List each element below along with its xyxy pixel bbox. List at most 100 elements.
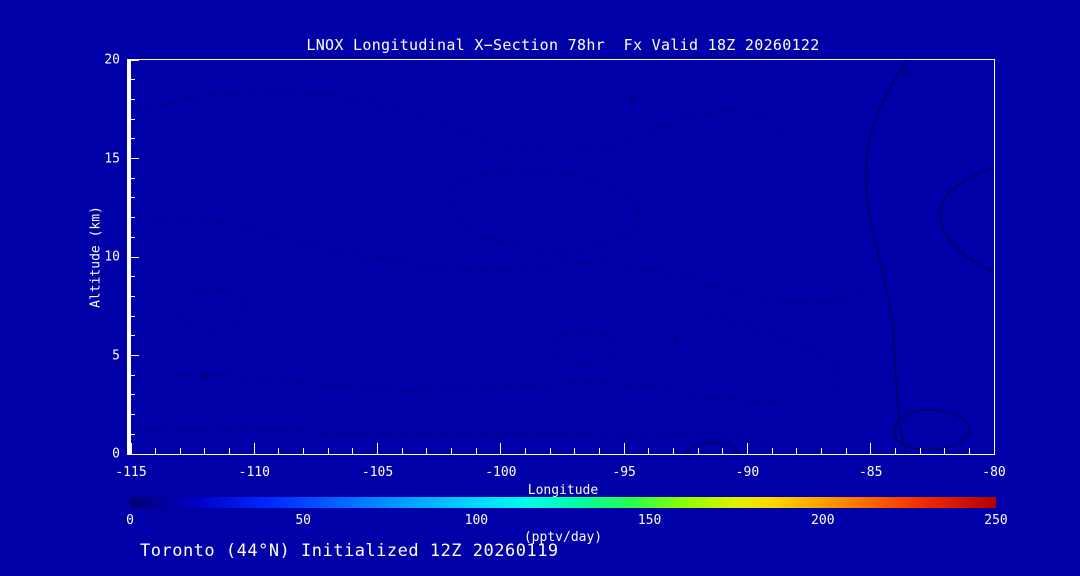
contour-path	[690, 309, 841, 391]
colorbar-tick-label: 0	[126, 513, 134, 528]
y-minor-tick-mark	[127, 98, 135, 100]
x-minor-tick-mark	[229, 448, 231, 455]
x-tick-label: -105	[361, 465, 394, 480]
x-minor-tick-mark	[968, 448, 970, 455]
y-tick-mark	[127, 355, 139, 356]
x-minor-tick-mark	[697, 448, 699, 455]
y-minor-tick-mark	[127, 236, 135, 238]
y-minor-tick-mark	[127, 217, 135, 219]
colorbar-tick-label: 250	[984, 513, 1008, 528]
x-minor-tick-mark	[894, 448, 896, 455]
y-minor-tick-mark	[127, 315, 135, 317]
x-minor-tick-mark	[549, 448, 551, 455]
x-minor-tick-mark	[845, 448, 847, 455]
colorbar-tick-label: 200	[811, 513, 835, 528]
x-tick-mark	[253, 443, 255, 455]
y-tick-mark	[127, 256, 139, 258]
y-tick-mark	[127, 59, 139, 61]
x-tick-label: -85	[858, 465, 883, 480]
x-tick-label: -115	[115, 465, 147, 480]
x-minor-tick-mark	[278, 448, 280, 455]
colorbar-tick-label: 50	[295, 513, 312, 528]
y-minor-tick-mark	[127, 138, 135, 140]
y-tick-mark	[127, 453, 139, 455]
contour-path	[893, 409, 971, 451]
x-tick-label: -90	[735, 465, 760, 480]
x-minor-tick-mark	[820, 448, 822, 455]
x-minor-tick-mark	[796, 448, 798, 455]
y-minor-tick-mark	[127, 374, 135, 376]
y-minor-tick-mark	[127, 394, 135, 396]
y-minor-tick-mark	[127, 197, 135, 199]
x-minor-tick-mark	[303, 448, 305, 455]
contour-label: 0	[901, 68, 909, 79]
colorbar-tick-label: 150	[637, 513, 662, 528]
x-minor-tick-mark	[179, 448, 181, 455]
x-minor-tick-mark	[401, 448, 403, 455]
x-minor-tick-mark	[574, 448, 576, 455]
y-minor-tick-mark	[127, 335, 135, 337]
y-tick-label: 0	[112, 446, 120, 462]
x-tick-mark	[623, 443, 625, 455]
caption: Toronto (44°N) Initialized 12Z 20260119	[140, 541, 559, 561]
y-minor-tick-mark	[127, 276, 135, 278]
x-tick-label: -110	[238, 465, 270, 480]
contour-label: 0	[672, 337, 680, 348]
x-minor-tick-mark	[722, 448, 724, 455]
y-tick-label: 5	[112, 348, 120, 363]
contour-path	[939, 167, 994, 273]
y-minor-tick-mark	[127, 177, 135, 179]
x-minor-tick-mark	[598, 448, 600, 455]
x-tick-mark	[746, 443, 748, 455]
x-minor-tick-mark	[771, 448, 773, 455]
x-minor-tick-mark	[672, 448, 674, 455]
y-tick-label: 20	[104, 52, 120, 68]
x-minor-tick-mark	[451, 448, 453, 455]
x-minor-tick-mark	[525, 448, 526, 455]
contour-path	[135, 373, 782, 402]
x-tick-mark	[870, 443, 872, 455]
contour-label: 0	[629, 97, 637, 108]
y-minor-tick-mark	[127, 118, 135, 120]
x-minor-tick-mark	[204, 448, 206, 455]
contour-path	[135, 89, 780, 153]
y-minor-tick-mark	[127, 414, 135, 416]
x-minor-tick-mark	[919, 448, 921, 455]
y-minor-tick-mark	[127, 79, 135, 81]
y-minor-tick-mark	[127, 433, 135, 435]
colorbar-tick-label: 100	[464, 513, 489, 528]
y-tick-label: 10	[104, 249, 120, 265]
contour-path	[451, 168, 640, 252]
plot-title: LNOX Longitudinal X−Section 78hr Fx Vali…	[306, 36, 820, 54]
y-tick-label: 15	[104, 151, 120, 166]
contour-path	[179, 290, 248, 331]
contour-path	[135, 428, 772, 449]
x-minor-tick-mark	[352, 448, 354, 455]
contour-label: 10	[198, 371, 212, 382]
x-axis-title: Longitude	[527, 483, 599, 498]
x-minor-tick-mark	[944, 448, 946, 455]
x-minor-tick-mark	[426, 448, 428, 455]
contour-path	[135, 216, 872, 304]
y-minor-tick-mark	[127, 295, 135, 297]
plot-area: 10 0 0 0	[127, 59, 995, 455]
x-tick-label: -95	[612, 465, 636, 480]
x-minor-tick-mark	[327, 448, 329, 455]
x-tick-mark	[500, 443, 502, 455]
contour-path	[685, 442, 740, 454]
contour-lines-svg	[135, 60, 994, 454]
x-tick-mark	[130, 443, 132, 455]
x-minor-tick-mark	[648, 448, 650, 455]
x-minor-tick-mark	[155, 448, 157, 455]
colorbar-units: (pptv/day)	[523, 530, 603, 545]
y-tick-mark	[127, 158, 139, 159]
x-tick-mark	[993, 443, 995, 455]
x-minor-tick-mark	[475, 448, 477, 455]
x-tick-label: -100	[485, 465, 517, 480]
contour-path	[552, 329, 614, 366]
x-tick-label: -80	[982, 465, 1006, 480]
x-tick-mark	[377, 443, 379, 455]
colorbar-gradient	[130, 497, 996, 508]
contour-path	[864, 60, 907, 454]
